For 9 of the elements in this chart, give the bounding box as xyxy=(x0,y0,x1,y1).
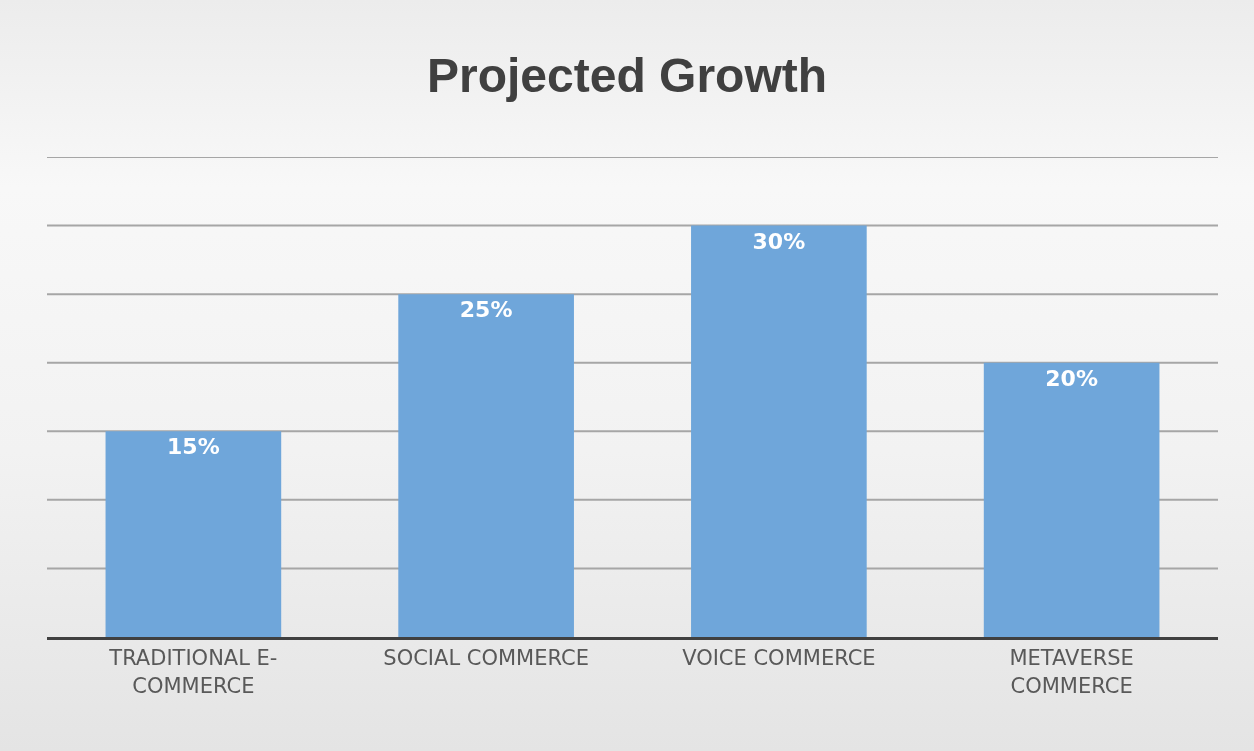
data-label: 25% xyxy=(459,297,513,323)
x-tick-label: TRADITIONAL E-COMMERCE xyxy=(108,646,278,698)
data-label: 30% xyxy=(752,228,806,254)
data-label: 20% xyxy=(1045,365,1098,391)
chart-title: Projected Growth xyxy=(426,48,828,102)
x-tick-label: METAVERSE COMMERCE xyxy=(1009,646,1134,698)
x-tick-label: SOCIAL COMMERCE xyxy=(383,646,589,671)
x-tick-label: VOICE COMMERCE xyxy=(682,646,876,671)
data-label: 15% xyxy=(167,434,220,460)
